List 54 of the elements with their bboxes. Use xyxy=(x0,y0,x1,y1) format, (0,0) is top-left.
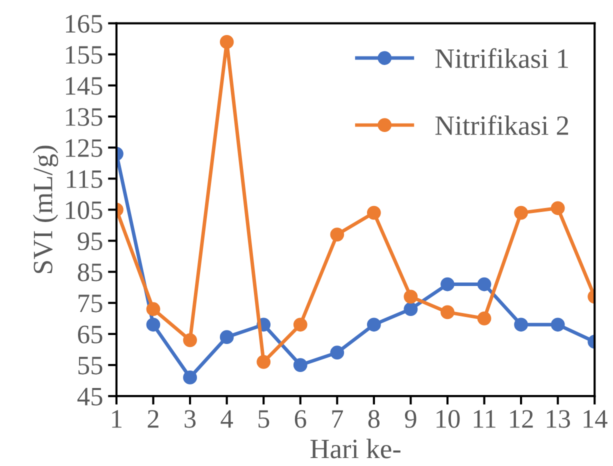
x-tick-label: 4 xyxy=(220,410,233,428)
y-tick-label: 85 xyxy=(78,263,102,282)
point xyxy=(146,318,160,332)
y-tick-label: 145 xyxy=(66,77,102,95)
y-tick-label: 155 xyxy=(66,46,102,64)
x-tick-label: 6 xyxy=(294,410,306,428)
point xyxy=(330,228,344,242)
point xyxy=(366,206,381,220)
y-tick-label: 135 xyxy=(66,108,102,126)
point xyxy=(220,34,234,49)
point xyxy=(550,201,565,216)
point xyxy=(550,318,565,332)
x-tick-label: 3 xyxy=(184,410,196,428)
point xyxy=(293,358,308,372)
y-tick-label: 125 xyxy=(66,139,102,157)
x-tick-label: 14 xyxy=(584,410,608,428)
x-tick-label: 12 xyxy=(510,410,533,428)
point xyxy=(183,370,197,384)
point xyxy=(256,354,271,369)
x-tick-label: 7 xyxy=(332,410,343,428)
y-axis-title: SVI (mL/g) xyxy=(32,146,58,274)
point xyxy=(477,311,492,326)
y-tick-label: 55 xyxy=(78,356,102,374)
x-axis-title: Hari ke- xyxy=(310,438,400,458)
y-tick-label: 165 xyxy=(66,14,102,33)
point xyxy=(404,302,418,316)
y-tick-label: 45 xyxy=(77,388,102,406)
y-tick-label: 105 xyxy=(66,201,102,220)
x-tick-label: 9 xyxy=(404,410,416,428)
point xyxy=(514,318,528,332)
legend-label: Nitrifikasi 1 xyxy=(435,48,568,68)
point xyxy=(220,330,234,344)
y-tick-label: 65 xyxy=(78,326,102,344)
x-tick-label: 5 xyxy=(258,410,270,428)
point xyxy=(330,346,344,360)
point xyxy=(514,206,528,220)
x-tick-label: 1 xyxy=(112,410,122,428)
point xyxy=(293,318,308,332)
y-tick-label: 95 xyxy=(78,232,102,250)
x-tick-label: 10 xyxy=(436,410,460,428)
point xyxy=(440,305,454,320)
point xyxy=(404,290,418,304)
x-tick-label: 8 xyxy=(368,410,380,428)
x-tick-label: 11 xyxy=(474,410,496,428)
y-tick-label: 75 xyxy=(78,294,102,312)
point xyxy=(477,277,492,292)
legend-label: Nitrifikasi 2 xyxy=(435,115,568,136)
point xyxy=(146,302,160,316)
point xyxy=(440,277,454,292)
y-tick-label: 115 xyxy=(67,170,102,188)
x-tick-label: 2 xyxy=(148,410,158,428)
x-tick-label: 13 xyxy=(546,410,570,428)
point xyxy=(366,318,381,332)
point xyxy=(183,333,197,348)
